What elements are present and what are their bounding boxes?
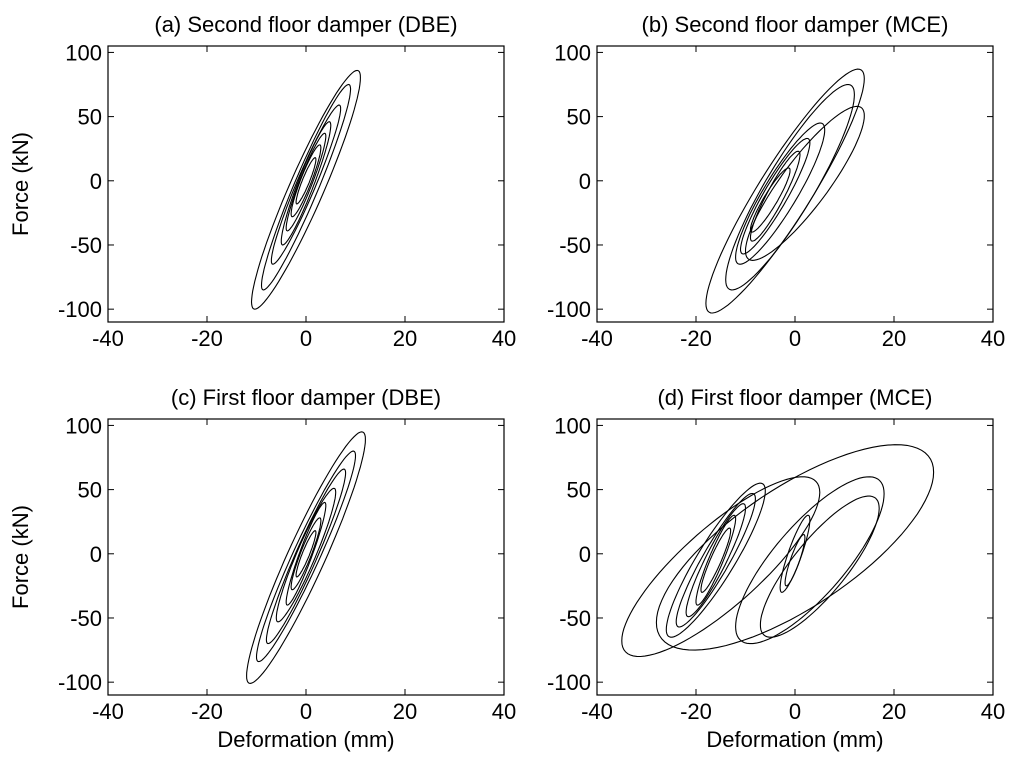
y-tick-label: -100 <box>58 297 102 322</box>
hysteresis-loop <box>290 517 322 591</box>
y-tick-label: -100 <box>58 670 102 695</box>
hysteresis-loop <box>246 431 366 684</box>
hysteresis-loop <box>250 69 361 310</box>
panel-2: (b) Second floor damper (MCE) -40 -20 0 20 40… <box>547 12 1005 351</box>
hysteresis-loop <box>270 104 342 265</box>
x-tick-label: -20 <box>680 699 712 724</box>
x-tick-label: -40 <box>92 326 124 351</box>
x-tick-label: 40 <box>981 326 1005 351</box>
panel-1: (a) Second floor damper (DBE) -40 -20 0 20 40… <box>8 12 516 351</box>
hysteresis-loop <box>749 167 791 233</box>
hysteresis-loop <box>735 476 885 645</box>
hysteresis-loop <box>285 501 327 606</box>
hysteresis-loop <box>749 150 801 242</box>
hysteresis-loop <box>675 492 756 628</box>
y-tick-label: 0 <box>90 169 102 194</box>
y-tick-label: -50 <box>70 233 102 258</box>
hysteresis-loop <box>265 468 347 645</box>
y-tick-label: 100 <box>65 413 102 438</box>
y-tick-label: 50 <box>567 105 591 130</box>
hysteresis-loop <box>744 105 865 261</box>
hysteresis-loop <box>700 527 732 593</box>
hysteresis-loop <box>255 450 357 663</box>
panel-3: (c) First floor damper (DBE) -40 -20 0 20 40 1… <box>8 385 516 752</box>
hysteresis-loop <box>705 68 865 314</box>
x-tick-label: 0 <box>789 326 801 351</box>
hysteresis-loop <box>725 84 855 291</box>
y-tick-label: 0 <box>90 542 102 567</box>
y-tick-label: 50 <box>78 105 102 130</box>
hysteresis-loop <box>759 495 880 638</box>
hysteresis-loop <box>655 444 935 651</box>
axes-frame <box>107 45 505 323</box>
hysteresis-loop <box>295 530 317 578</box>
hysteresis-loop <box>295 157 317 205</box>
hysteresis-loop <box>695 514 737 606</box>
panel-title: (c) First floor damper (DBE) <box>171 385 441 410</box>
hysteresis-loop <box>685 503 747 618</box>
x-tick-label: 20 <box>882 326 906 351</box>
y-tick-label: 50 <box>78 478 102 503</box>
y-tick-label: -50 <box>70 606 102 631</box>
hysteresis-loop <box>275 487 337 623</box>
x-tick-label: -20 <box>680 326 712 351</box>
panel-title: (b) Second floor damper (MCE) <box>642 12 949 37</box>
x-tick-label: 20 <box>393 699 417 724</box>
hysteresis-loop <box>665 482 766 638</box>
y-tick-label: 100 <box>554 40 591 65</box>
x-tick-label: 20 <box>393 326 417 351</box>
x-tick-label: -20 <box>191 699 223 724</box>
panel-4: (d) First floor damper (MCE) -40 -20 0 20 40 1… <box>547 385 1005 752</box>
x-axis-label: Deformation (mm) <box>706 727 883 752</box>
panel-title: (a) Second floor damper (DBE) <box>154 12 457 37</box>
axes-frame <box>107 418 505 696</box>
y-tick-label: 0 <box>579 169 591 194</box>
panel-title: (d) First floor damper (MCE) <box>657 385 932 410</box>
x-tick-label: -40 <box>581 326 613 351</box>
y-tick-label: -50 <box>559 606 591 631</box>
y-tick-label: -50 <box>559 233 591 258</box>
x-tick-label: -20 <box>191 326 223 351</box>
x-tick-label: 40 <box>492 699 516 724</box>
x-tick-label: 0 <box>300 699 312 724</box>
plot-lines <box>246 431 366 684</box>
plot-lines <box>705 68 865 314</box>
y-tick-label: -100 <box>547 670 591 695</box>
hysteresis-loop <box>739 137 811 255</box>
x-axis-label: Deformation (mm) <box>217 727 394 752</box>
plot-lines <box>621 444 935 658</box>
y-tick-label: 50 <box>567 478 591 503</box>
hysteresis-loop <box>280 121 332 246</box>
y-tick-label: 0 <box>579 542 591 567</box>
hysteresis-loop <box>735 122 826 265</box>
hysteresis-loop <box>621 476 821 658</box>
y-axis-label: Force (kN) <box>8 505 33 609</box>
hysteresis-loop <box>260 83 352 291</box>
hysteresis-loop <box>285 132 327 232</box>
y-tick-label: -100 <box>547 297 591 322</box>
x-tick-label: 40 <box>492 326 516 351</box>
y-tick-label: 100 <box>554 413 591 438</box>
x-tick-label: -40 <box>581 699 613 724</box>
x-tick-label: 40 <box>981 699 1005 724</box>
x-tick-label: 20 <box>882 699 906 724</box>
hysteresis-loop <box>784 533 806 587</box>
x-tick-label: -40 <box>92 699 124 724</box>
hysteresis-loop <box>290 144 322 218</box>
y-axis-label: Force (kN) <box>8 132 33 236</box>
y-tick-label: 100 <box>65 40 102 65</box>
x-tick-label: 0 <box>789 699 801 724</box>
x-tick-label: 0 <box>300 326 312 351</box>
plot-lines <box>250 69 361 310</box>
